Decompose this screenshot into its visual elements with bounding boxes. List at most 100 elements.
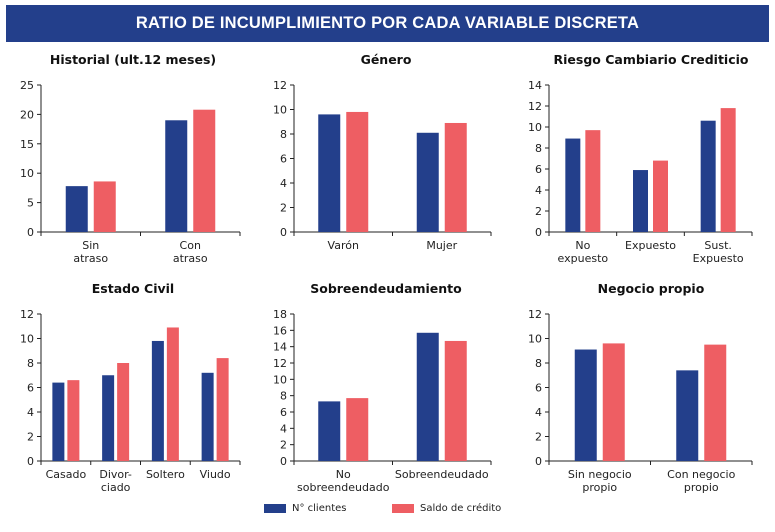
chart-5-ytick-label: 2 — [280, 439, 287, 452]
chart-4-bar-saldo — [216, 358, 229, 461]
legend-label-saldo: Saldo de crédito — [420, 503, 502, 514]
chart-3-category-label: Sust. — [704, 239, 732, 252]
chart-4-category-label: ciado — [101, 481, 131, 494]
chart-5-ytick-label: 12 — [273, 357, 287, 370]
chart-3-ytick-label: 12 — [528, 100, 542, 113]
legend-swatch-clientes — [264, 504, 286, 513]
chart-5-ytick-label: 0 — [280, 455, 287, 468]
chart-2-ytick-label: 12 — [273, 79, 287, 92]
chart-4-ytick-label: 10 — [20, 333, 34, 346]
chart-2-ytick-label: 6 — [280, 153, 287, 166]
chart-5-title: Sobreendeudamiento — [310, 281, 462, 296]
chart-3-ytick-label: 8 — [535, 142, 542, 155]
legend-label-clientes: N° clientes — [292, 503, 347, 514]
chart-2-bar-clientes — [416, 132, 439, 232]
chart-4-bar-clientes — [52, 382, 65, 461]
chart-3-title: Riesgo Cambiario Crediticio — [554, 52, 749, 67]
chart-4-bar-clientes — [102, 375, 115, 461]
chart-6-category-label: Sin negocio — [568, 468, 632, 481]
chart-5-category-label: sobreendeudado — [297, 481, 390, 494]
chart-4-ytick-label: 0 — [27, 455, 34, 468]
chart-5-ytick-label: 14 — [273, 341, 287, 354]
chart-1-ytick-label: 20 — [20, 108, 34, 121]
chart-3-bar-clientes — [565, 138, 581, 232]
chart-1-bar-saldo — [93, 181, 116, 232]
chart-3-ytick-label: 4 — [535, 184, 542, 197]
chart-1-bar-saldo — [193, 109, 216, 232]
chart-6-bar-clientes — [676, 370, 699, 461]
chart-6-bar-saldo — [602, 343, 625, 461]
chart-4-title: Estado Civil — [92, 281, 174, 296]
chart-5-bar-clientes — [416, 332, 439, 461]
chart-1-bar-clientes — [165, 120, 188, 232]
chart-5-bar-saldo — [444, 340, 467, 461]
chart-5-ytick-label: 6 — [280, 406, 287, 419]
chart-4-bar-saldo — [166, 327, 179, 461]
chart-2-category-label: Mujer — [426, 239, 457, 252]
chart-2-ytick-label: 10 — [273, 104, 287, 117]
chart-1-category-label: Con — [180, 239, 201, 252]
charts-canvas: Historial (ult.12 meses)0510152025Sinatr… — [20, 52, 753, 494]
chart-1-title: Historial (ult.12 meses) — [50, 52, 216, 67]
chart-3-bar-saldo — [653, 160, 668, 232]
chart-1-category-label: atraso — [173, 252, 208, 265]
chart-2-ytick-label: 4 — [280, 177, 287, 190]
chart-6-ytick-label: 8 — [535, 357, 542, 370]
chart-2-bar-clientes — [318, 114, 341, 232]
chart-5-bar-clientes — [318, 401, 341, 461]
chart-4-ytick-label: 12 — [20, 308, 34, 321]
chart-5-ytick-label: 8 — [280, 390, 287, 403]
chart-3-bar-saldo — [720, 108, 736, 232]
chart-5-category-label: No — [336, 468, 351, 481]
chart-6-ytick-label: 4 — [535, 406, 542, 419]
chart-4-bar-clientes — [201, 372, 214, 461]
chart-6-ytick-label: 6 — [535, 382, 542, 395]
chart-3-ytick-label: 0 — [535, 226, 542, 239]
chart-4-category-label: Viudo — [200, 468, 231, 481]
chart-4-category-label: Casado — [46, 468, 87, 481]
chart-5-ytick-label: 18 — [273, 308, 287, 321]
chart-4-bar-saldo — [117, 363, 130, 461]
chart-3-ytick-label: 14 — [528, 79, 542, 92]
legend-item-clientes: N° clientes — [264, 503, 347, 514]
chart-2-bar-saldo — [444, 122, 467, 232]
chart-5-ytick-label: 4 — [280, 422, 287, 435]
chart-4-category-label: Divor- — [99, 468, 132, 481]
chart-5-ytick-label: 10 — [273, 373, 287, 386]
chart-2-ytick-label: 2 — [280, 202, 287, 215]
chart-1-ytick-label: 25 — [20, 79, 34, 92]
chart-3-ytick-label: 6 — [535, 163, 542, 176]
legend-item-saldo: Saldo de crédito — [392, 503, 501, 514]
chart-3-category-label: expuesto — [558, 252, 609, 265]
chart-3-bar-saldo — [585, 130, 601, 232]
chart-6-ytick-label: 10 — [528, 333, 542, 346]
chart-6-bar-saldo — [704, 344, 727, 461]
chart-1-ytick-label: 15 — [20, 138, 34, 151]
legend-swatch-saldo — [392, 504, 414, 513]
chart-4-ytick-label: 8 — [27, 357, 34, 370]
chart-4-ytick-label: 2 — [27, 431, 34, 444]
chart-2-title: Género — [361, 52, 412, 67]
chart-3-category-label: Expuesto — [625, 239, 676, 252]
chart-3-bar-clientes — [633, 170, 648, 232]
chart-4-bar-saldo — [67, 380, 80, 461]
legend: N° clientes Saldo de crédito — [0, 503, 775, 519]
chart-3-ytick-label: 2 — [535, 205, 542, 218]
chart-1-category-label: atraso — [73, 252, 108, 265]
chart-3-ytick-label: 10 — [528, 121, 542, 134]
chart-3-bar-clientes — [700, 120, 716, 232]
chart-2-bar-saldo — [346, 111, 369, 232]
chart-6-category-label: propio — [684, 481, 719, 494]
chart-6-ytick-label: 2 — [535, 431, 542, 444]
chart-1-ytick-label: 5 — [27, 197, 34, 210]
chart-1-ytick-label: 10 — [20, 167, 34, 180]
chart-5-category-label: Sobreendeudado — [395, 468, 489, 481]
chart-6-category-label: Con negocio — [667, 468, 735, 481]
chart-2-category-label: Varón — [328, 239, 359, 252]
chart-6-ytick-label: 12 — [528, 308, 542, 321]
chart-6-title: Negocio propio — [598, 281, 705, 296]
chart-6-category-label: propio — [582, 481, 617, 494]
chart-5-bar-saldo — [346, 398, 369, 461]
chart-4-bar-clientes — [151, 340, 164, 461]
